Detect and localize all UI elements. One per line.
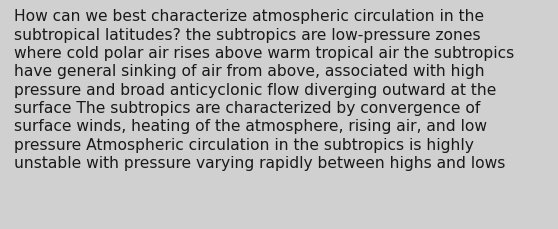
Text: How can we best characterize atmospheric circulation in the
subtropical latitude: How can we best characterize atmospheric…	[14, 9, 514, 170]
